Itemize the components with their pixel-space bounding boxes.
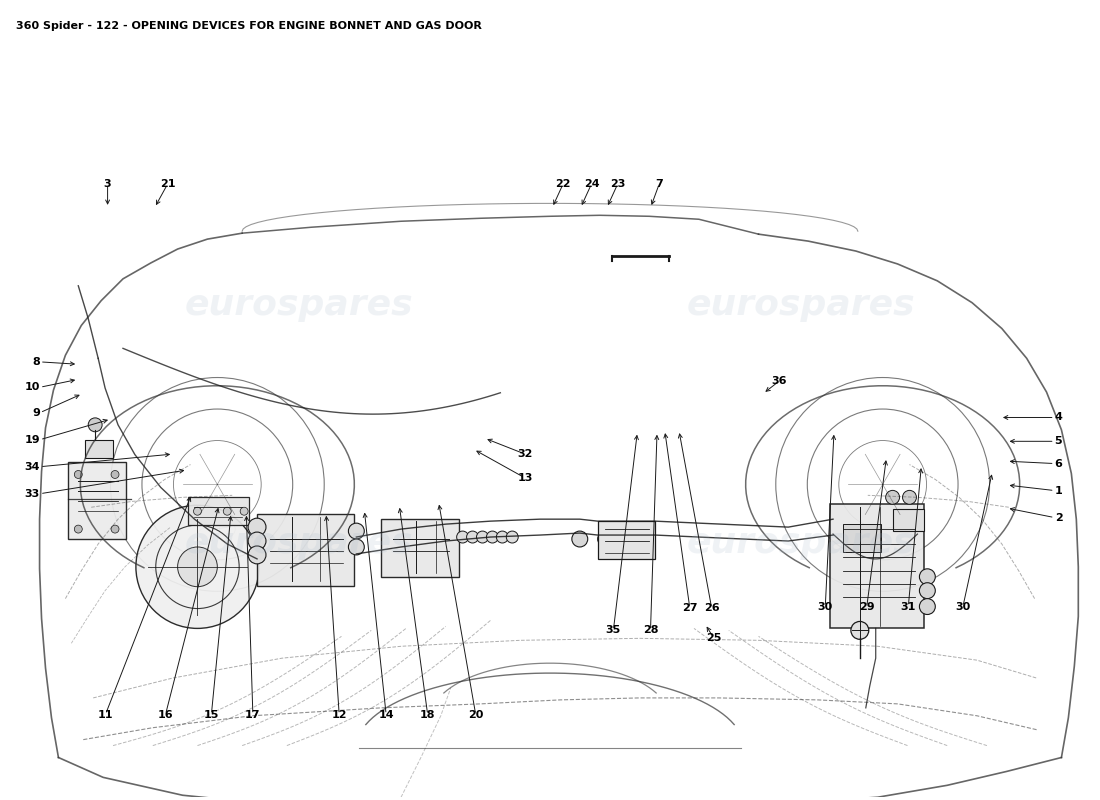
Text: 30: 30 [817, 602, 833, 611]
Circle shape [177, 547, 218, 586]
Text: 5: 5 [1055, 436, 1063, 446]
FancyBboxPatch shape [187, 498, 249, 525]
Circle shape [249, 546, 266, 564]
Text: 12: 12 [331, 710, 346, 720]
Text: 27: 27 [682, 603, 697, 613]
Text: eurospares: eurospares [686, 526, 915, 560]
Text: 30: 30 [955, 602, 970, 611]
Circle shape [572, 531, 587, 547]
Text: 28: 28 [642, 626, 658, 635]
Text: 11: 11 [98, 710, 113, 720]
Text: 29: 29 [859, 602, 874, 611]
Text: 9: 9 [32, 408, 40, 418]
Text: 360 Spider - 122 - OPENING DEVICES FOR ENGINE BONNET AND GAS DOOR: 360 Spider - 122 - OPENING DEVICES FOR E… [15, 21, 482, 30]
Circle shape [249, 518, 266, 536]
Text: 10: 10 [24, 382, 40, 392]
Circle shape [902, 490, 916, 504]
Text: 26: 26 [704, 603, 719, 613]
Text: 4: 4 [1055, 413, 1063, 422]
Text: 1: 1 [1055, 486, 1063, 495]
Text: 14: 14 [378, 710, 394, 720]
FancyBboxPatch shape [843, 524, 881, 552]
FancyBboxPatch shape [68, 462, 126, 539]
Circle shape [194, 507, 201, 515]
Text: eurospares: eurospares [185, 288, 414, 322]
Text: 8: 8 [32, 357, 40, 367]
Circle shape [486, 531, 498, 543]
Circle shape [597, 532, 612, 546]
Circle shape [496, 531, 508, 543]
Text: 20: 20 [468, 710, 483, 720]
Text: 15: 15 [204, 710, 219, 720]
Circle shape [223, 507, 231, 515]
Circle shape [240, 507, 249, 515]
Text: 16: 16 [157, 710, 174, 720]
Text: 18: 18 [420, 710, 436, 720]
Text: 3: 3 [103, 179, 111, 189]
Circle shape [851, 622, 869, 639]
Text: 25: 25 [706, 634, 722, 643]
FancyBboxPatch shape [257, 514, 354, 586]
Circle shape [456, 531, 469, 543]
Circle shape [920, 569, 935, 585]
Text: 19: 19 [24, 434, 40, 445]
Circle shape [88, 418, 102, 432]
Circle shape [136, 506, 258, 629]
Text: 32: 32 [517, 449, 532, 459]
Circle shape [476, 531, 488, 543]
Text: 7: 7 [656, 179, 663, 189]
Circle shape [75, 525, 82, 533]
Text: 13: 13 [517, 473, 532, 483]
Text: 21: 21 [160, 179, 175, 189]
FancyBboxPatch shape [86, 440, 113, 458]
Circle shape [639, 532, 653, 546]
Text: eurospares: eurospares [185, 526, 414, 560]
FancyBboxPatch shape [892, 510, 924, 531]
Text: 33: 33 [24, 489, 40, 498]
Circle shape [111, 470, 119, 478]
Circle shape [349, 523, 364, 539]
Text: 2: 2 [1055, 513, 1063, 522]
Circle shape [920, 582, 935, 598]
Text: 36: 36 [771, 376, 788, 386]
Text: 31: 31 [901, 602, 916, 611]
Text: 35: 35 [606, 626, 621, 635]
Text: eurospares: eurospares [686, 288, 915, 322]
Circle shape [111, 525, 119, 533]
Circle shape [920, 598, 935, 614]
Circle shape [75, 470, 82, 478]
Text: 22: 22 [556, 179, 571, 189]
Text: 17: 17 [245, 710, 261, 720]
Text: 23: 23 [610, 179, 626, 189]
Circle shape [466, 531, 478, 543]
Text: 24: 24 [584, 179, 600, 189]
FancyBboxPatch shape [830, 504, 924, 629]
Circle shape [886, 490, 900, 504]
Circle shape [626, 532, 639, 546]
Circle shape [349, 539, 364, 555]
FancyBboxPatch shape [382, 519, 459, 577]
Circle shape [612, 532, 626, 546]
Text: 34: 34 [24, 462, 40, 472]
Text: 6: 6 [1055, 458, 1063, 469]
Circle shape [249, 532, 266, 550]
FancyBboxPatch shape [597, 521, 656, 559]
Circle shape [506, 531, 518, 543]
